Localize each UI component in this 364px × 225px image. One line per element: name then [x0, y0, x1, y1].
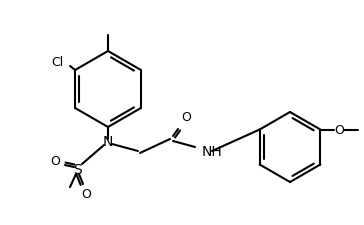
- Text: NH: NH: [202, 144, 223, 158]
- Text: O: O: [81, 188, 91, 201]
- Text: O: O: [335, 124, 344, 136]
- Text: O: O: [50, 155, 60, 168]
- Text: O: O: [181, 111, 191, 124]
- Text: Cl: Cl: [51, 56, 63, 69]
- Text: S: S: [74, 162, 82, 176]
- Text: N: N: [103, 134, 113, 148]
